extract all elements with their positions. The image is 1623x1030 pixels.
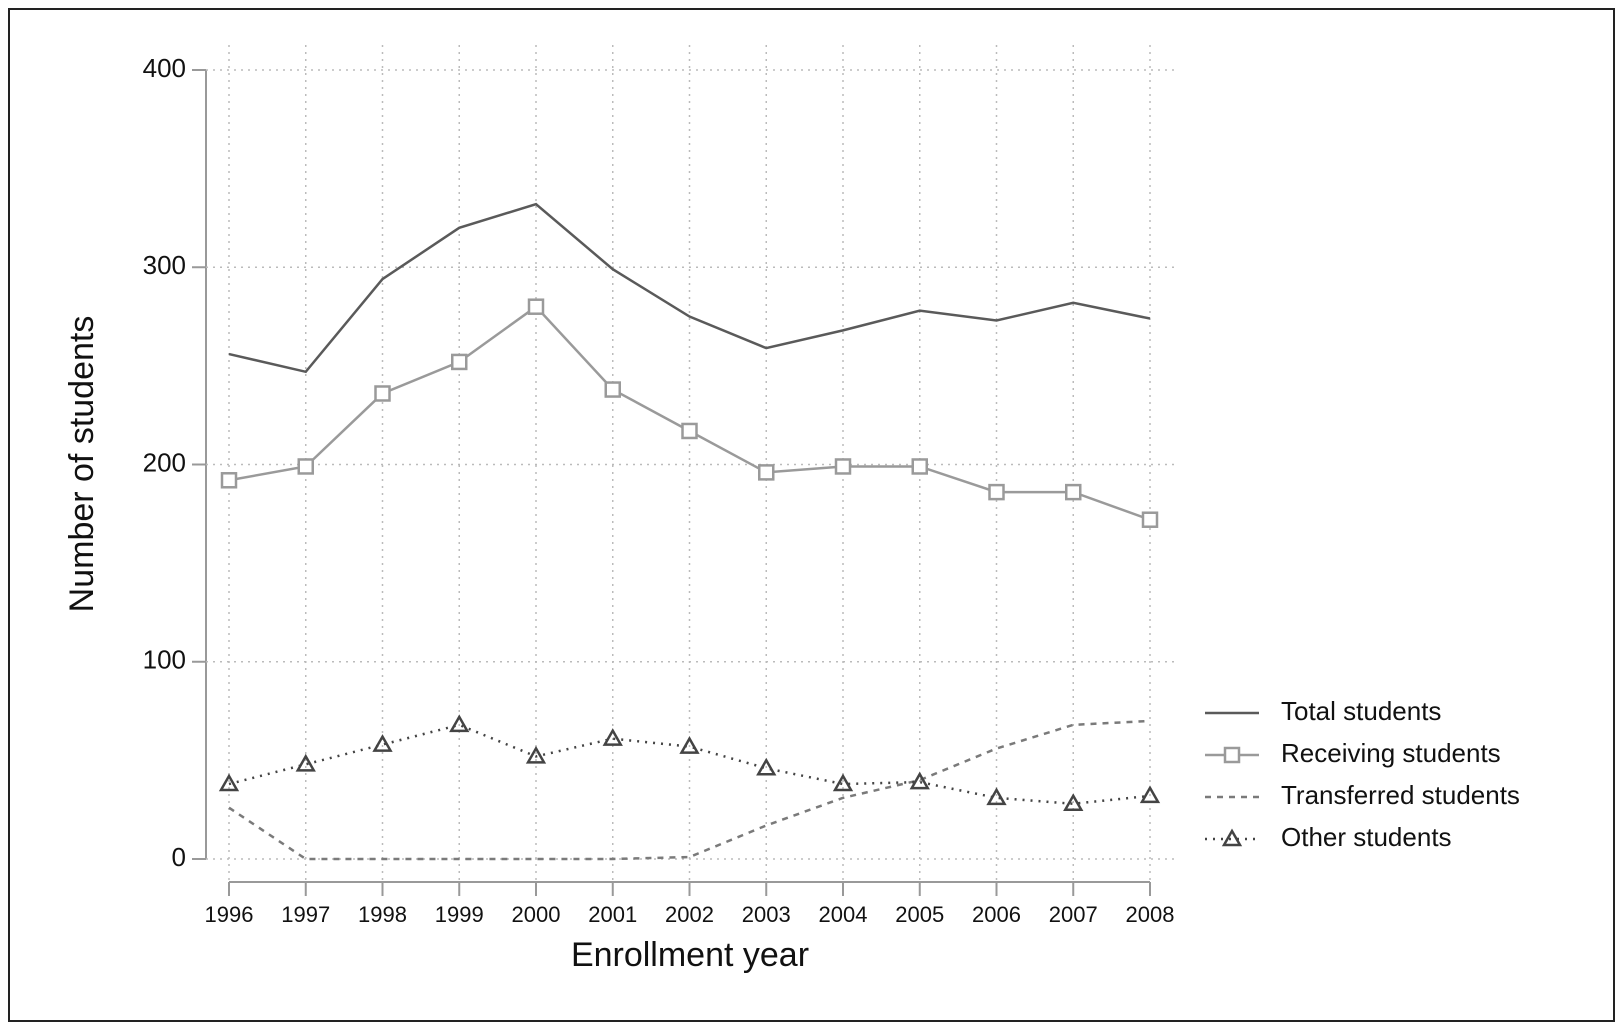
marker	[525, 745, 547, 764]
marker	[1223, 746, 1241, 764]
frame	[8, 8, 1615, 1022]
x-tick-label: 1998	[358, 902, 407, 927]
marker	[449, 714, 470, 733]
marker	[602, 728, 623, 746]
x-tick-label: 2001	[588, 902, 637, 927]
marker	[1139, 785, 1161, 804]
legend-label: Total students	[1281, 696, 1441, 726]
x-tick-label: 1997	[281, 902, 330, 927]
marker	[527, 298, 545, 315]
marker	[681, 422, 698, 440]
marker	[1063, 793, 1084, 812]
y-tick-label: 300	[143, 250, 186, 280]
x-tick-label: 1996	[205, 902, 254, 927]
x-tick-label: 2005	[895, 902, 944, 927]
x-tick-label: 2006	[972, 902, 1021, 927]
legend-label: Other students	[1281, 822, 1452, 852]
y-tick-label: 100	[143, 645, 186, 675]
marker	[909, 771, 930, 790]
x-tick-label: 2000	[512, 902, 561, 927]
y-tick-label: 0	[172, 842, 186, 872]
x-tick-label: 2004	[819, 902, 868, 927]
marker	[756, 757, 777, 776]
marker	[911, 458, 928, 475]
marker	[220, 472, 238, 489]
marker	[834, 458, 852, 475]
marker	[604, 381, 621, 398]
marker	[374, 385, 391, 402]
marker	[451, 353, 468, 371]
x-tick-label: 1999	[435, 902, 484, 927]
marker	[758, 464, 775, 481]
marker	[372, 734, 393, 752]
marker	[1065, 483, 1082, 501]
x-tick-label: 2008	[1126, 902, 1175, 927]
marker	[218, 773, 240, 792]
marker	[679, 736, 700, 754]
x-tick-label: 2007	[1049, 902, 1098, 927]
marker	[297, 458, 314, 475]
series-line	[228, 202, 1151, 374]
x-tick-label: 2003	[742, 902, 791, 927]
y-tick-label: 400	[143, 53, 186, 83]
y-axis-label: Number of students	[63, 316, 101, 613]
y-tick-label: 200	[143, 447, 186, 477]
marker	[832, 773, 854, 792]
marker	[988, 483, 1005, 501]
legend-label: Receiving students	[1281, 738, 1501, 768]
x-axis-label: Enrollment year	[571, 936, 809, 974]
marker	[1141, 511, 1159, 528]
marker	[1221, 828, 1243, 847]
series-line	[228, 719, 1151, 861]
legend-label: Transferred students	[1281, 780, 1520, 810]
marker	[295, 753, 316, 772]
x-tick-label: 2002	[665, 902, 714, 927]
marker	[986, 787, 1007, 806]
